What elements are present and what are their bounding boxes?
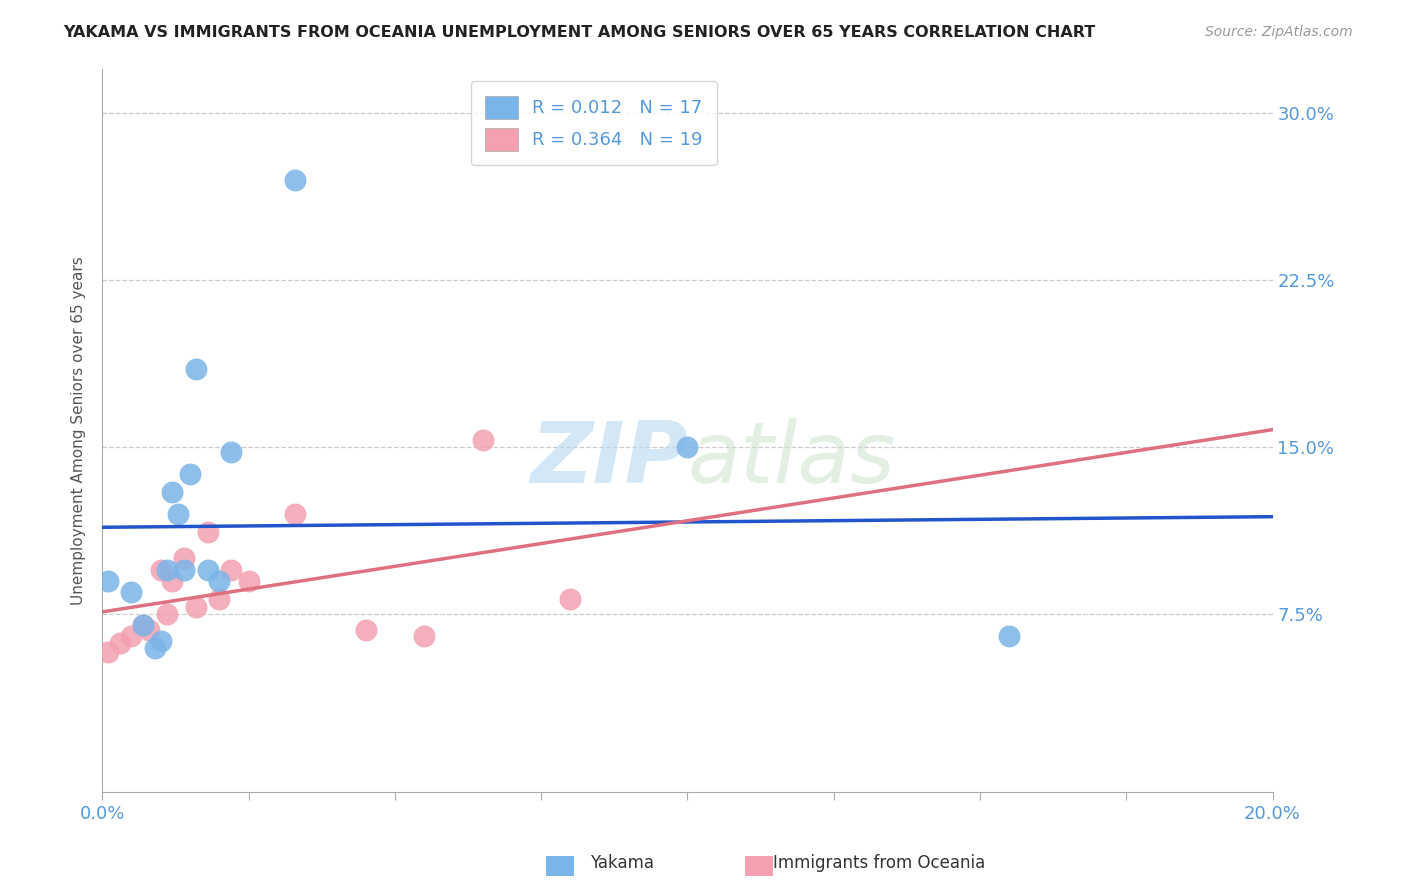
Point — [197, 524, 219, 539]
Point — [284, 507, 307, 521]
Point — [108, 636, 131, 650]
Point — [560, 591, 582, 606]
Text: ZIP: ZIP — [530, 417, 688, 500]
Point — [354, 623, 377, 637]
Point — [167, 507, 190, 521]
Point — [162, 574, 184, 588]
Point — [184, 600, 207, 615]
Text: YAKAMA VS IMMIGRANTS FROM OCEANIA UNEMPLOYMENT AMONG SENIORS OVER 65 YEARS CORRE: YAKAMA VS IMMIGRANTS FROM OCEANIA UNEMPL… — [63, 25, 1095, 40]
Point — [162, 484, 184, 499]
Point — [219, 563, 242, 577]
Point — [121, 629, 143, 643]
Point — [179, 467, 201, 481]
Point — [132, 618, 155, 632]
Point — [149, 563, 172, 577]
Point — [173, 563, 195, 577]
Text: atlas: atlas — [688, 417, 896, 500]
Point — [143, 640, 166, 655]
Point — [208, 591, 231, 606]
Point — [197, 563, 219, 577]
Point — [471, 434, 494, 448]
Point — [97, 574, 120, 588]
Point — [173, 551, 195, 566]
Point — [413, 629, 436, 643]
Point — [132, 618, 155, 632]
Point — [284, 173, 307, 187]
Legend: R = 0.012   N = 17, R = 0.364   N = 19: R = 0.012 N = 17, R = 0.364 N = 19 — [471, 81, 717, 166]
Text: Source: ZipAtlas.com: Source: ZipAtlas.com — [1205, 25, 1353, 39]
Point — [676, 440, 699, 454]
Text: Yakama: Yakama — [591, 855, 655, 872]
Point — [208, 574, 231, 588]
Point — [155, 563, 177, 577]
Point — [155, 607, 177, 621]
Y-axis label: Unemployment Among Seniors over 65 years: Unemployment Among Seniors over 65 years — [72, 256, 86, 605]
Point — [998, 629, 1021, 643]
Point — [238, 574, 260, 588]
Point — [219, 444, 242, 458]
Point — [184, 362, 207, 376]
Point — [149, 633, 172, 648]
Point — [97, 645, 120, 659]
Text: Immigrants from Oceania: Immigrants from Oceania — [773, 855, 986, 872]
Point — [138, 623, 160, 637]
Point — [121, 585, 143, 599]
